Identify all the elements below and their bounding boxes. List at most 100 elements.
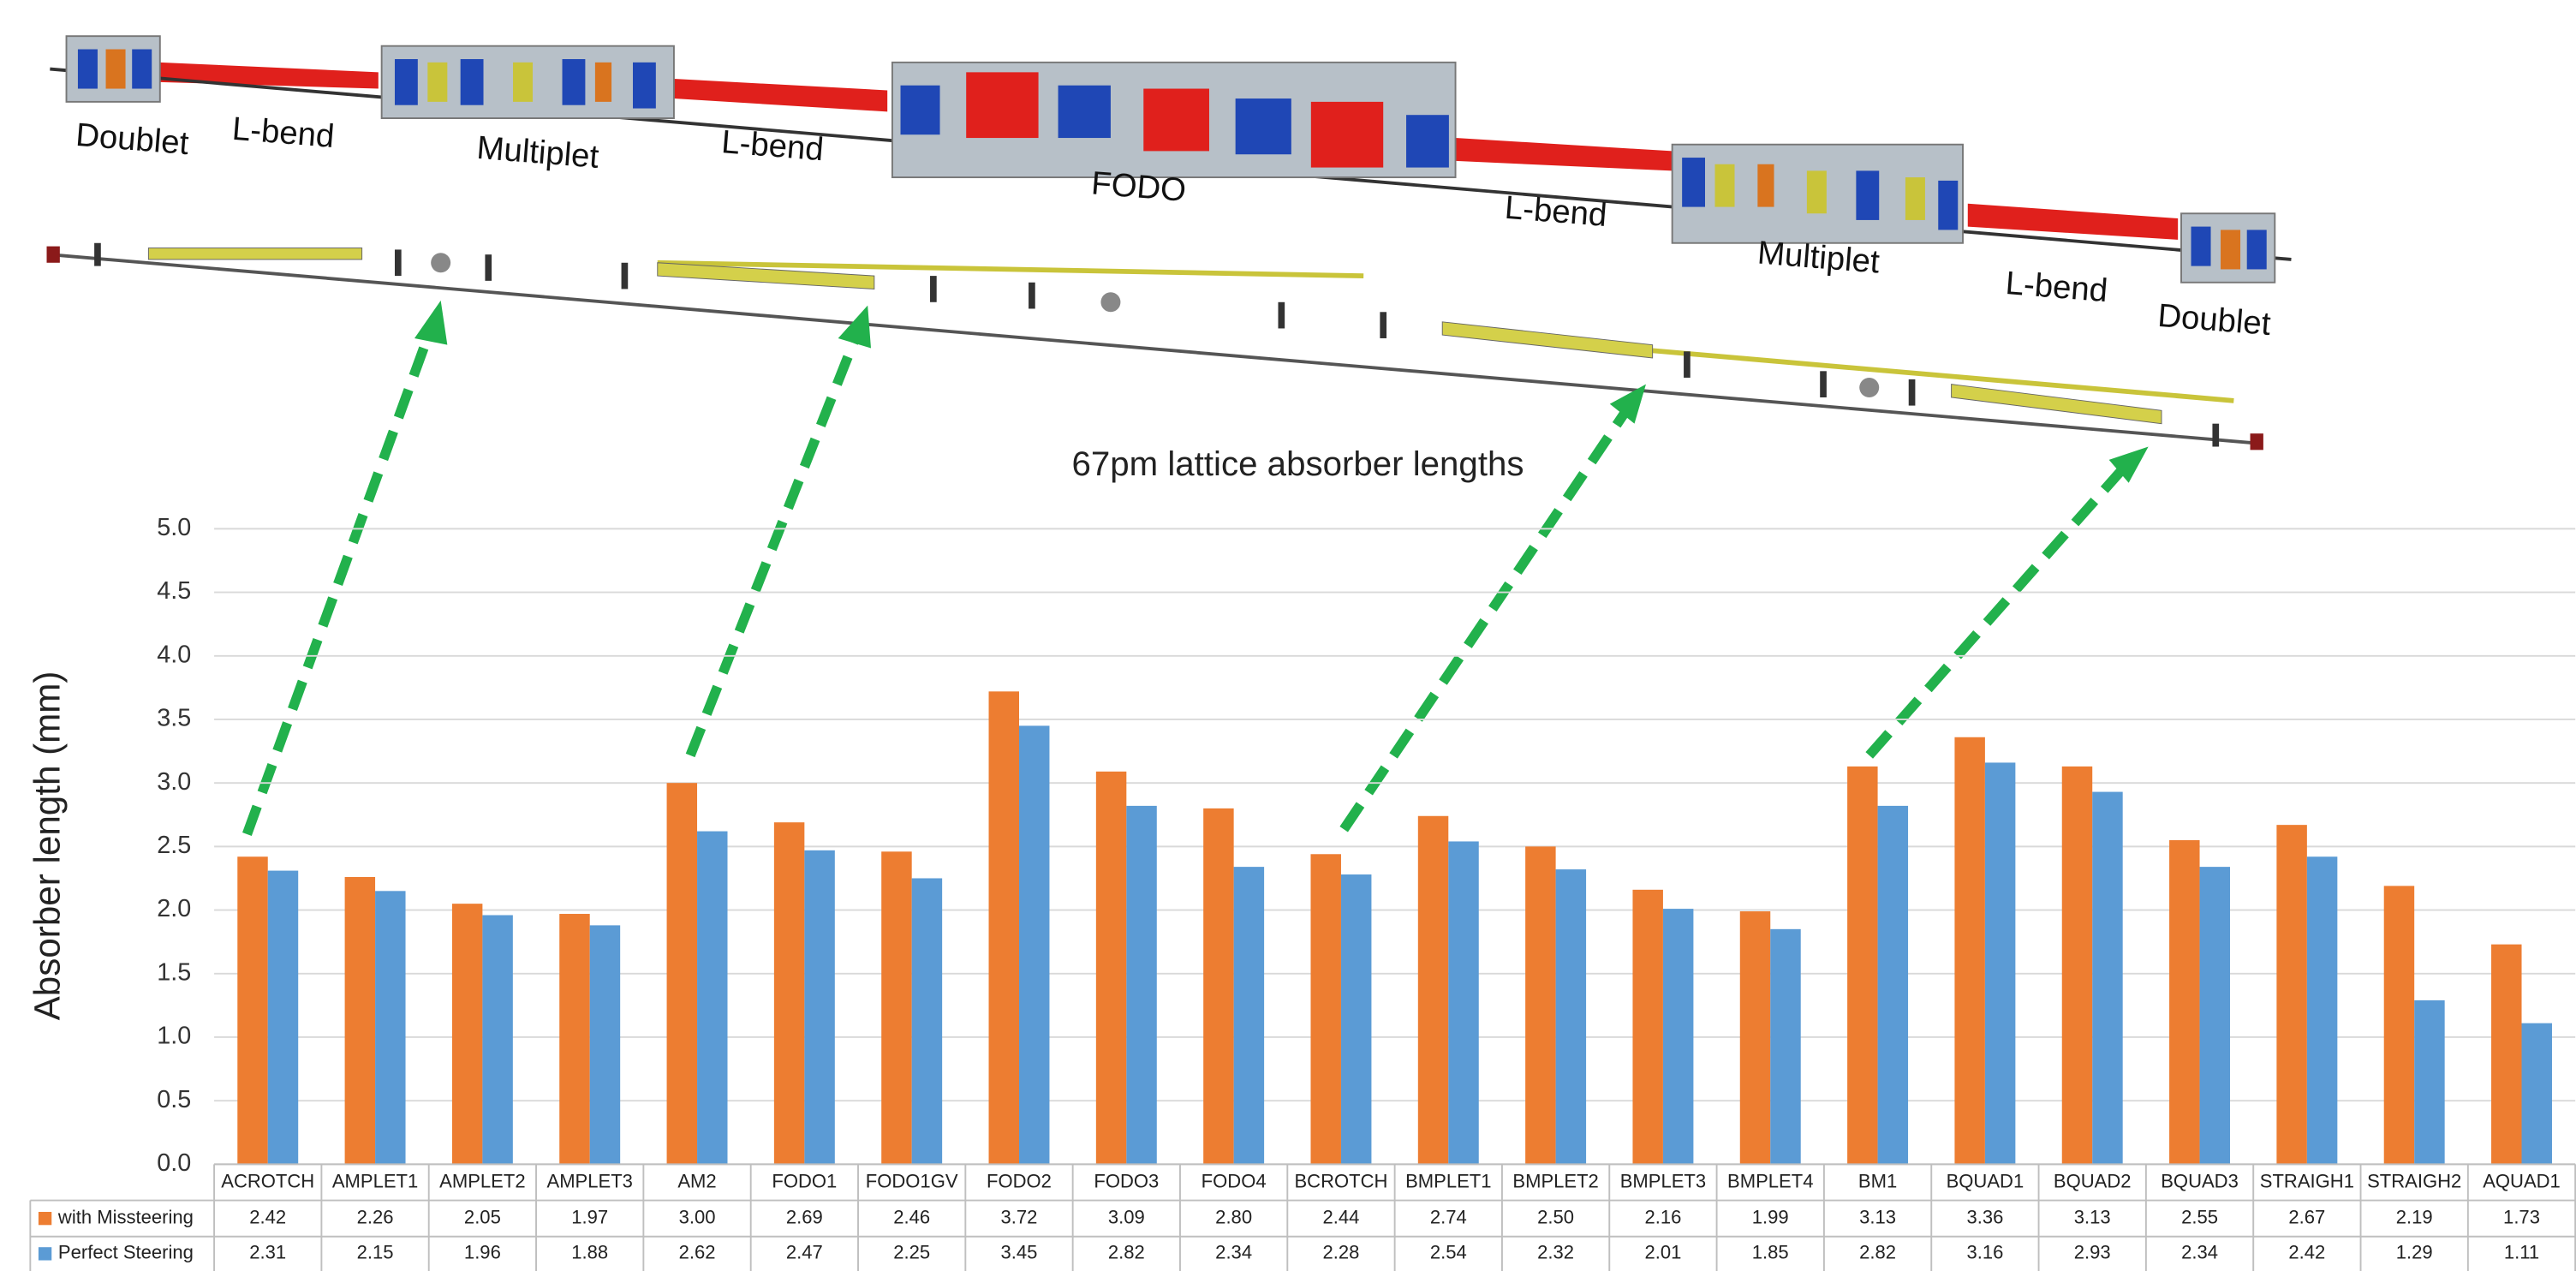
table-value: 3.16 bbox=[1966, 1242, 2003, 1263]
bar bbox=[268, 871, 298, 1165]
x-tick-label: FODO2 bbox=[987, 1170, 1052, 1191]
bar bbox=[774, 822, 804, 1164]
bar bbox=[1632, 890, 1662, 1165]
data-table: ACROTCHAMPLET1AMPLET2AMPLET3AM2FODO1FODO… bbox=[30, 1164, 2575, 1271]
x-tick-label: BQUAD2 bbox=[2054, 1170, 2132, 1191]
x-tick-label: BMPLET3 bbox=[1620, 1170, 1706, 1191]
bar bbox=[1663, 909, 1693, 1164]
bar bbox=[452, 904, 482, 1164]
table-value: 2.05 bbox=[464, 1206, 501, 1227]
table-value: 1.99 bbox=[1752, 1206, 1789, 1227]
x-tick-label: BM1 bbox=[1858, 1170, 1897, 1191]
bar bbox=[2307, 856, 2337, 1164]
table-value: 3.00 bbox=[679, 1206, 716, 1227]
component-label: FODO bbox=[1090, 164, 1188, 209]
bar bbox=[2384, 886, 2414, 1164]
arrows bbox=[247, 328, 2122, 834]
table-value: 3.09 bbox=[1108, 1206, 1145, 1227]
bar bbox=[1096, 772, 1126, 1165]
table-value: 2.01 bbox=[1644, 1242, 1681, 1263]
bar bbox=[1740, 911, 1770, 1164]
x-tick-label: AQUAD1 bbox=[2483, 1170, 2561, 1191]
table-value: 1.88 bbox=[571, 1242, 608, 1263]
table-value: 2.16 bbox=[1644, 1206, 1681, 1227]
x-tick-label: STRAIGH2 bbox=[2367, 1170, 2461, 1191]
bar bbox=[2092, 792, 2122, 1165]
table-value: 2.19 bbox=[2396, 1206, 2433, 1227]
bar bbox=[345, 877, 375, 1164]
y-axis-label: Absorber length (mm) bbox=[27, 671, 67, 1021]
y-tick-label: 1.0 bbox=[157, 1023, 191, 1050]
y-tick-label: 2.5 bbox=[157, 832, 191, 859]
bar bbox=[1770, 929, 1800, 1165]
chart-title: 67pm lattice absorber lengths bbox=[1071, 445, 1524, 483]
y-tick-label: 1.5 bbox=[157, 958, 191, 986]
table-value: 2.82 bbox=[1859, 1242, 1896, 1263]
table-value: 3.13 bbox=[2074, 1206, 2111, 1227]
table-value: 2.28 bbox=[1323, 1242, 1360, 1263]
x-tick-label: AM2 bbox=[677, 1170, 716, 1191]
table-value: 2.55 bbox=[2181, 1206, 2218, 1227]
table-value: 3.45 bbox=[1001, 1242, 1038, 1263]
bar bbox=[1985, 762, 2015, 1164]
legend-label: with Missteering bbox=[57, 1206, 194, 1227]
table-value: 1.73 bbox=[2503, 1206, 2540, 1227]
bar bbox=[2169, 840, 2199, 1164]
bar bbox=[1341, 874, 1371, 1164]
x-tick-label: BQUAD3 bbox=[2161, 1170, 2239, 1191]
table-value: 2.34 bbox=[2181, 1242, 2218, 1263]
y-tick-label: 4.5 bbox=[157, 577, 191, 605]
table-value: 2.93 bbox=[2074, 1242, 2111, 1263]
x-tick-label: BMPLET1 bbox=[1405, 1170, 1491, 1191]
table-value: 2.69 bbox=[786, 1206, 823, 1227]
component-label: L-bend bbox=[231, 110, 336, 155]
page: {"diagram": {"labels": ["Doublet", "L-be… bbox=[0, 0, 2576, 1271]
table-value: 2.26 bbox=[357, 1206, 394, 1227]
x-tick-label: FODO4 bbox=[1202, 1170, 1267, 1191]
beamline-upper bbox=[50, 36, 2291, 283]
table-value: 2.42 bbox=[2288, 1242, 2325, 1263]
component-label: L-bend bbox=[720, 123, 825, 168]
table-value: 1.97 bbox=[571, 1206, 608, 1227]
legend-swatch bbox=[39, 1247, 51, 1260]
y-tick-label: 4.0 bbox=[157, 641, 191, 668]
x-tick-label: ACROTCH bbox=[221, 1170, 314, 1191]
x-tick-label: BMPLET4 bbox=[1727, 1170, 1813, 1191]
table-value: 2.15 bbox=[357, 1242, 394, 1263]
bar bbox=[1448, 841, 1478, 1164]
table-value: 2.54 bbox=[1430, 1242, 1467, 1263]
table-value: 2.32 bbox=[1537, 1242, 1574, 1263]
bar bbox=[1878, 806, 1908, 1164]
bar bbox=[1418, 816, 1448, 1165]
component-label: Multiplet bbox=[475, 129, 600, 176]
bar bbox=[1847, 767, 1877, 1164]
bar bbox=[2491, 945, 2521, 1165]
x-tick-label: FODO1 bbox=[772, 1170, 837, 1191]
table-value: 2.47 bbox=[786, 1242, 823, 1263]
bar bbox=[559, 914, 589, 1164]
bar bbox=[912, 878, 942, 1164]
bar bbox=[2414, 1000, 2444, 1164]
legend-label: Perfect Steering bbox=[58, 1242, 194, 1263]
bar bbox=[375, 891, 405, 1164]
x-tick-label: AMPLET3 bbox=[547, 1170, 633, 1191]
table-value: 2.42 bbox=[249, 1206, 286, 1227]
bar bbox=[2522, 1023, 2552, 1165]
bar bbox=[2200, 867, 2230, 1164]
y-tick-label: 5.0 bbox=[157, 514, 191, 541]
x-tick-label: STRAIGH1 bbox=[2260, 1170, 2354, 1191]
component-label: Doublet bbox=[75, 116, 190, 162]
y-tick-label: 0.5 bbox=[157, 1086, 191, 1113]
beamline-lower bbox=[47, 243, 2263, 451]
table-value: 1.11 bbox=[2504, 1242, 2539, 1263]
table-value: 2.25 bbox=[893, 1242, 930, 1263]
table-value: 2.50 bbox=[1537, 1206, 1574, 1227]
bar bbox=[1234, 867, 1264, 1164]
table-value: 2.46 bbox=[893, 1206, 930, 1227]
y-tick-label: 0.0 bbox=[157, 1149, 191, 1177]
table-value: 2.67 bbox=[2288, 1206, 2325, 1227]
table-value: 2.34 bbox=[1215, 1242, 1252, 1263]
table-value: 1.85 bbox=[1752, 1242, 1789, 1263]
y-tick-label: 3.0 bbox=[157, 768, 191, 796]
component-label: L-bend bbox=[2004, 265, 2108, 309]
